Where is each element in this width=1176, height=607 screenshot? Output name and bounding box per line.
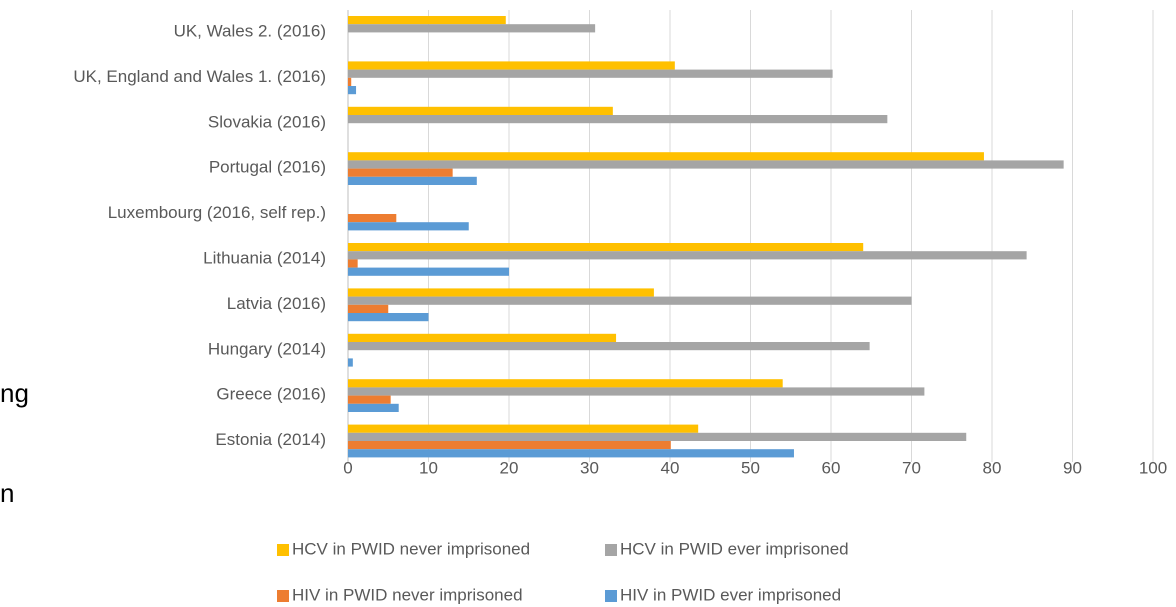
bar <box>348 222 469 231</box>
bar <box>348 77 352 86</box>
bar <box>348 115 888 124</box>
y-tick-label: UK, Wales 2. (2016) <box>174 21 326 40</box>
bar <box>348 168 453 177</box>
x-tick-label: 80 <box>983 458 1002 477</box>
bar <box>348 243 864 252</box>
bar <box>348 441 671 450</box>
legend-swatch <box>277 544 289 556</box>
legend-label: HIV in PWID ever imprisoned <box>620 585 841 604</box>
x-tick-label: 100 <box>1139 458 1167 477</box>
legend-label: HCV in PWID never imprisoned <box>292 539 530 558</box>
x-tick-label: 40 <box>661 458 680 477</box>
bar <box>348 358 353 367</box>
bar <box>348 176 477 185</box>
y-tick-label: Luxembourg (2016, self rep.) <box>108 203 326 222</box>
bar <box>348 267 509 276</box>
x-tick-label: 90 <box>1063 458 1082 477</box>
y-tick-label: Hungary (2014) <box>208 339 326 358</box>
bar <box>348 288 654 297</box>
bar <box>348 424 699 433</box>
y-tick-label: Greece (2016) <box>216 385 326 404</box>
bar <box>348 259 358 268</box>
bar <box>348 304 389 313</box>
y-tick-label: Latvia (2016) <box>227 294 326 313</box>
bar <box>348 342 870 351</box>
x-tick-label: 20 <box>500 458 519 477</box>
legend-swatch <box>605 590 617 602</box>
bar <box>348 61 675 70</box>
x-tick-label: 0 <box>343 458 352 477</box>
legend-label: HCV in PWID ever imprisoned <box>620 539 849 558</box>
bar <box>348 333 617 342</box>
y-tick-label: UK, England and Wales 1. (2016) <box>73 67 326 86</box>
legend-swatch <box>277 590 289 602</box>
bar <box>348 449 794 458</box>
bar <box>348 214 397 223</box>
bar <box>348 24 596 33</box>
bar <box>348 251 1027 260</box>
bar <box>348 395 391 404</box>
annotation: n <box>0 478 14 508</box>
bar <box>348 432 967 441</box>
x-tick-label: 60 <box>822 458 841 477</box>
bar <box>348 16 506 25</box>
y-tick-label: Estonia (2014) <box>215 430 326 449</box>
y-tick-label: Portugal (2016) <box>209 158 326 177</box>
bar <box>348 106 613 115</box>
legend-swatch <box>605 544 617 556</box>
x-tick-label: 30 <box>580 458 599 477</box>
bar <box>348 387 925 396</box>
bar <box>348 69 833 78</box>
bar <box>348 86 357 95</box>
x-tick-label: 10 <box>419 458 438 477</box>
bar <box>348 403 399 412</box>
bar <box>348 313 429 322</box>
bar <box>348 379 783 388</box>
x-tick-label: 50 <box>741 458 760 477</box>
y-tick-label: Slovakia (2016) <box>208 112 326 131</box>
legend-label: HIV in PWID never imprisoned <box>292 585 523 604</box>
annotation: ng <box>0 378 29 408</box>
bar <box>348 296 912 305</box>
bar <box>348 160 1064 169</box>
y-tick-label: Lithuania (2014) <box>203 248 326 267</box>
bar <box>348 152 984 161</box>
x-tick-label: 70 <box>902 458 921 477</box>
